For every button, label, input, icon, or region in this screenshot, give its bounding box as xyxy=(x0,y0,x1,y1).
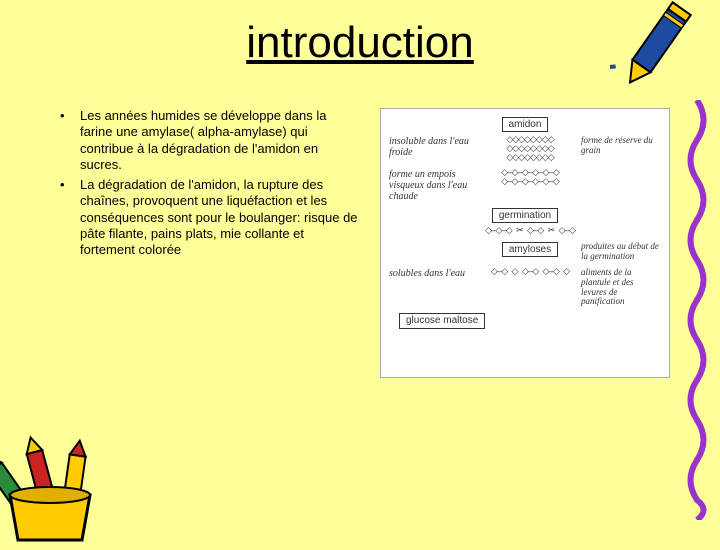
diagram-note: forme de réserve du grain xyxy=(581,136,661,156)
molecule-chain: ◇—◇—◇—◇—◇—◇◇—◇—◇—◇—◇—◇ xyxy=(479,169,581,187)
diagram-label-amyloses: amyloses xyxy=(502,242,558,257)
bullet-marker: • xyxy=(60,177,80,258)
molecule-chain: ◇◇◇◇◇◇◇◇◇◇◇◇◇◇◇◇◇◇◇◇◇◇◇◇ xyxy=(479,136,581,163)
bullet-text: Les années humides se développe dans la … xyxy=(80,108,360,173)
bullet-text: La dégradation de l'amidon, la rupture d… xyxy=(80,177,360,258)
diagram-note: solubles dans l'eau xyxy=(389,268,479,279)
diagram-note: aliments de la plantule et des levures d… xyxy=(581,268,661,308)
list-item: • Les années humides se développe dans l… xyxy=(60,108,360,173)
diagram-note: produites au début de la germination xyxy=(581,242,661,262)
bullet-marker: • xyxy=(60,108,80,173)
list-item: • La dégradation de l'amidon, la rupture… xyxy=(60,177,360,258)
molecule-chain: ◇—◇ ◇ ◇—◇ ◇—◇ ◇ xyxy=(479,268,581,277)
content-area: • Les années humides se développe dans l… xyxy=(0,68,720,378)
crayon-cup-decoration-icon xyxy=(0,420,120,550)
diagram-label-glucose: glucose maltose xyxy=(399,313,485,329)
crayon-decoration-icon xyxy=(610,0,700,100)
molecule-chain: ◇—◇—◇ ✂ ◇—◇ ✂ ◇—◇ xyxy=(479,227,581,236)
amidon-diagram: amidon insoluble dans l'eau froide ◇◇◇◇◇… xyxy=(380,108,670,378)
bullet-list: • Les années humides se développe dans l… xyxy=(60,108,360,378)
diagram-label-amidon: amidon xyxy=(502,117,549,132)
diagram-note: forme un empois visqueux dans l'eau chau… xyxy=(389,169,479,202)
squiggle-decoration-icon xyxy=(682,100,712,520)
diagram-note: insoluble dans l'eau froide xyxy=(389,136,479,158)
diagram-label-germination: germination xyxy=(492,208,558,223)
